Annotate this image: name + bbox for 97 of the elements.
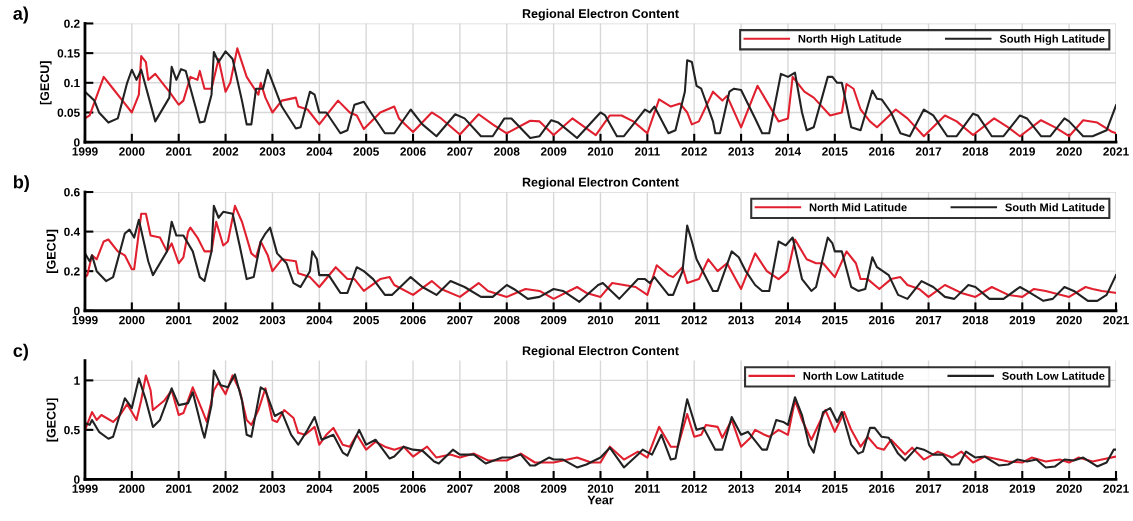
- legend-label: North High Latitude: [798, 34, 902, 45]
- x-tick-label: 2006: [400, 147, 426, 156]
- x-tick-label: 2020: [1056, 315, 1082, 325]
- x-tick-label: 2011: [634, 147, 660, 156]
- chart-title: Regional Electron Content: [522, 345, 679, 358]
- x-tick-label: 2002: [212, 484, 239, 493]
- y-axis-title: [GECU]: [46, 398, 59, 442]
- x-tick-label: 2005: [353, 484, 379, 493]
- x-tick-label: 2000: [119, 484, 145, 493]
- x-tick-label: 2012: [681, 315, 707, 325]
- text: c): [13, 343, 28, 361]
- legend-label: North Mid Latitude: [809, 203, 907, 212]
- x-tick-label: 2013: [728, 147, 754, 156]
- x-tick-label: 2021: [1103, 484, 1129, 493]
- y-tick-label: 0: [74, 475, 80, 484]
- x-tick-label: 2019: [1009, 147, 1035, 156]
- x-tick-label: 2021: [1103, 315, 1129, 325]
- x-tick-label: 2008: [494, 147, 520, 156]
- y-tick-label: 0.1: [64, 78, 80, 88]
- legend-label: South Low Latitude: [1002, 371, 1105, 380]
- x-tick-label: 2017: [915, 147, 942, 156]
- x-tick-label: 2005: [353, 315, 379, 325]
- x-tick-label: 2002: [212, 315, 239, 325]
- x-tick-label: 2018: [962, 315, 989, 325]
- x-tick-label: 2008: [494, 315, 520, 325]
- legend-label: South Mid Latitude: [1005, 203, 1105, 212]
- x-tick-label: 2004: [306, 315, 333, 325]
- x-tick-label: 2015: [822, 315, 848, 325]
- x-tick-label: 2012: [681, 484, 707, 493]
- y-tick-label: 0.15: [57, 49, 80, 58]
- x-tick-label: 2000: [119, 147, 145, 156]
- x-tick-label: 2015: [822, 484, 848, 493]
- x-tick-label: 2007: [447, 484, 473, 493]
- x-tick-label: 2010: [587, 315, 614, 325]
- x-tick-label: 2009: [540, 315, 567, 325]
- x-tick-label: 2005: [353, 147, 379, 156]
- x-tick-label: 2010: [587, 484, 614, 493]
- x-tick-label: 2016: [868, 484, 895, 493]
- x-tick-label: 2015: [822, 147, 848, 156]
- x-tick-label: 1999: [72, 484, 98, 493]
- x-tick-label: 2009: [540, 484, 567, 493]
- x-tick-label: 2008: [494, 484, 520, 493]
- y-tick-label: 1: [74, 376, 80, 385]
- x-tick-label: 2013: [728, 315, 754, 325]
- x-tick-label: 2003: [259, 147, 286, 156]
- text: b): [13, 175, 29, 193]
- x-tick-label: 2011: [634, 315, 660, 325]
- chart-title: Regional Electron Content: [522, 177, 679, 190]
- x-tick-label: 1999: [72, 147, 98, 156]
- x-tick-label: 2013: [728, 484, 754, 493]
- x-tick-label: 2006: [400, 315, 426, 325]
- y-tick-label: 0: [74, 306, 80, 316]
- x-tick-label: 2019: [1009, 484, 1035, 493]
- x-tick-label: 2019: [1009, 315, 1035, 325]
- x-tick-label: 2009: [540, 147, 567, 156]
- x-tick-label: 2001: [165, 484, 192, 493]
- y-tick-label: 0.2: [64, 19, 80, 28]
- x-tick-label: 2014: [775, 484, 802, 493]
- x-tick-label: 2001: [165, 315, 192, 325]
- chart-title: Regional Electron Content: [522, 8, 679, 21]
- x-tick-label: 2004: [306, 484, 333, 493]
- x-tick-label: 2004: [306, 147, 333, 156]
- x-tick-label: 2014: [775, 315, 802, 325]
- x-tick-label: 1999: [72, 315, 98, 325]
- x-tick-label: 2016: [868, 147, 895, 156]
- legend-label: North Low Latitude: [803, 371, 904, 380]
- x-tick-label: 2016: [868, 315, 895, 325]
- y-tick-label: 0.6: [64, 188, 80, 197]
- x-tick-label: 2020: [1056, 484, 1082, 493]
- x-tick-label: 2003: [259, 484, 286, 493]
- x-tick-label: 2020: [1056, 147, 1082, 156]
- legend-label: South High Latitude: [999, 34, 1105, 45]
- x-tick-label: 2001: [165, 147, 192, 156]
- x-tick-label: 2011: [634, 484, 660, 493]
- y-tick-label: 0: [74, 138, 80, 147]
- x-tick-label: 2018: [962, 484, 989, 493]
- x-tick-label: 2021: [1103, 147, 1129, 156]
- x-tick-label: 2002: [212, 147, 239, 156]
- x-tick-label: 2014: [775, 147, 802, 156]
- x-tick-label: 2007: [447, 147, 473, 156]
- x-tick-label: 2012: [681, 147, 707, 156]
- text: a): [13, 6, 28, 24]
- y-axis-title: [GECU]: [46, 229, 59, 273]
- y-tick-label: 0.05: [57, 108, 80, 117]
- x-tick-label: 2006: [400, 484, 426, 493]
- x-tick-label: 2010: [587, 147, 614, 156]
- x-tick-label: 2007: [447, 315, 473, 325]
- x-axis-title: Year: [587, 495, 614, 505]
- y-tick-label: 0.5: [64, 425, 80, 435]
- y-axis-title: [GECU]: [39, 61, 52, 105]
- x-tick-label: 2017: [915, 315, 942, 325]
- x-tick-label: 2018: [962, 147, 989, 156]
- x-tick-label: 2000: [119, 315, 145, 325]
- y-tick-label: 0.2: [64, 267, 80, 276]
- x-tick-label: 2017: [915, 484, 942, 493]
- x-tick-label: 2003: [259, 315, 286, 325]
- y-tick-label: 0.4: [64, 227, 81, 236]
